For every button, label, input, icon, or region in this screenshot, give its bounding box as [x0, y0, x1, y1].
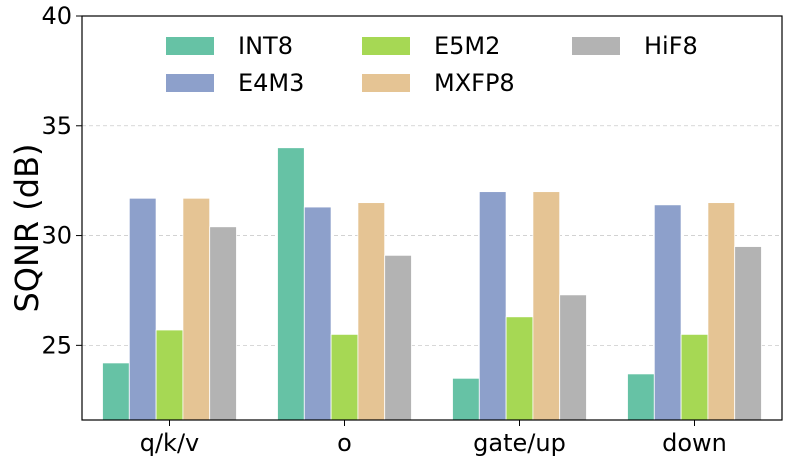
bar-e4m3-1 [128, 197, 157, 421]
y-tick-label: 25 [41, 331, 72, 359]
bar-hif8-3 [559, 294, 587, 421]
bar-e4m3-3 [478, 191, 507, 421]
y-axis-title: SQNR (dB) [8, 143, 46, 312]
legend-label-mxfp8: MXFP8 [434, 69, 515, 97]
bar-mxfp8-2 [357, 202, 386, 421]
bar-int8-4 [627, 373, 655, 421]
legend-label-e4m3: E4M3 [238, 69, 304, 97]
bar-int8-3 [452, 377, 480, 421]
legend-label-hif8: HiF8 [644, 32, 698, 60]
bar-hif8-1 [209, 226, 237, 421]
bar-int8-1 [102, 362, 130, 421]
x-tick-label: o [337, 429, 352, 457]
bar-e5m2-1 [155, 329, 184, 421]
bar-e4m3-2 [303, 206, 332, 421]
x-tick-label: q/k/v [140, 429, 200, 457]
legend-swatch-e4m3 [166, 74, 214, 92]
bar-e5m2-2 [330, 333, 359, 421]
x-tick-label: gate/up [473, 429, 566, 457]
x-axis-ticks: q/k/v o gate/up down [140, 420, 727, 457]
bar-e5m2-4 [680, 333, 709, 421]
legend-label-e5m2: E5M2 [434, 32, 500, 60]
legend: INT8 E4M3 E5M2 MXFP8 HiF8 [166, 32, 698, 97]
plot-frame [81, 15, 783, 421]
y-axis-ticks: 25 30 35 40 [41, 2, 82, 359]
legend-label-int8: INT8 [238, 32, 293, 60]
bar-e5m2-3 [505, 316, 534, 421]
bar-hif8-4 [734, 246, 762, 421]
y-tick-label: 40 [41, 2, 72, 30]
bar-hif8-2 [384, 254, 412, 421]
bar-mxfp8-4 [707, 202, 736, 421]
bar-mxfp8-3 [532, 191, 561, 421]
legend-swatch-int8 [166, 37, 214, 55]
legend-swatch-e5m2 [362, 37, 410, 55]
y-tick-label: 30 [41, 222, 72, 250]
legend-swatch-hif8 [572, 37, 620, 55]
bar-mxfp8-1 [182, 197, 211, 421]
legend-swatch-mxfp8 [362, 74, 410, 92]
bar-int8-2 [277, 147, 305, 421]
bars [102, 147, 762, 421]
y-tick-label: 35 [41, 112, 72, 140]
bar-e4m3-4 [653, 204, 682, 421]
x-tick-label: down [662, 429, 727, 457]
